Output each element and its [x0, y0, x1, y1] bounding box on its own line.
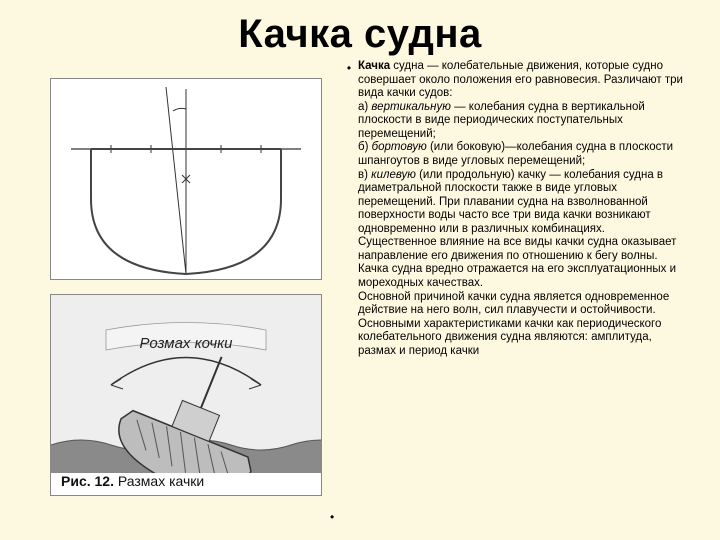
title-word-2: судна [364, 12, 482, 56]
bullet-icon: • [340, 60, 358, 75]
slide: Качка судна [0, 0, 720, 540]
figure-2-caption-prefix: Рис. 12. [61, 473, 114, 489]
figure-2-caption-text: Размах качки [118, 473, 204, 489]
page-title: Качка судна [0, 12, 720, 57]
figure-2-caption: Рис. 12. Размах качки [61, 473, 204, 489]
ship-roll-svg [51, 295, 321, 495]
body-main: судна — колебательные движения, которые … [358, 60, 683, 357]
figure-2-banner-label: Розмах кочки [139, 335, 232, 352]
figure-hull-section [50, 78, 322, 280]
hull-section-svg [51, 79, 321, 279]
body-paragraph: Качка судна — колебательные движения, ко… [358, 60, 685, 358]
body-lead: Качка [358, 60, 390, 72]
title-word-1: Качка [238, 12, 352, 56]
figures-column: Розмах кочки Рис. 12. Размах качки [50, 78, 320, 510]
figure-ship-roll: Розмах кочки Рис. 12. Размах качки [50, 294, 322, 496]
body-text-block: • Качка судна — колебательные движения, … [340, 60, 685, 358]
trailing-bullet-icon: • [330, 510, 334, 524]
body-bullet-row: • Качка судна — колебательные движения, … [340, 60, 685, 358]
